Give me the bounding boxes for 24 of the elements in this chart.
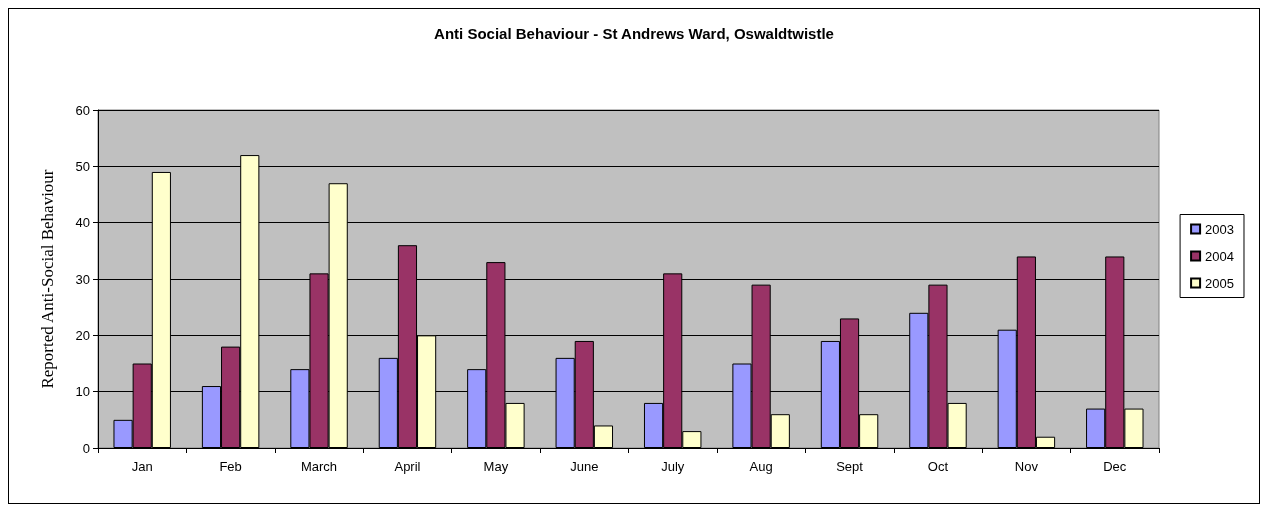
- y-tick-label: 20: [75, 327, 90, 343]
- chart-title: Anti Social Behaviour - St Andrews Ward, Oswaldtwistle: [434, 25, 834, 42]
- x-tick-label: July: [661, 459, 685, 474]
- legend-label: 2003: [1205, 221, 1234, 237]
- x-tick-label: Jan: [131, 459, 153, 474]
- x-tick-label: Feb: [219, 459, 242, 474]
- x-tick-label: May: [483, 459, 509, 474]
- x-tick-label: Dec: [1103, 459, 1127, 474]
- y-tick-label: 40: [75, 215, 90, 231]
- legend-label: 2005: [1205, 275, 1234, 291]
- y-tick-label: 10: [75, 384, 90, 400]
- y-tick-label: 30: [75, 271, 90, 287]
- y-axis-title: Reported Anti-Social Behaviour: [38, 169, 57, 389]
- y-tick-label: 60: [75, 102, 90, 118]
- x-tick-label: Sept: [836, 459, 864, 474]
- x-tick-label: Nov: [1014, 459, 1039, 474]
- x-tick-label: April: [394, 459, 421, 474]
- y-tick-label: 0: [82, 440, 90, 456]
- legend-label: 2004: [1205, 248, 1234, 264]
- x-tick-label: Aug: [749, 459, 773, 474]
- x-tick-label: Oct: [927, 459, 949, 474]
- x-tick-label: June: [570, 459, 599, 474]
- x-tick-label: March: [300, 459, 338, 474]
- y-tick-label: 50: [75, 158, 90, 174]
